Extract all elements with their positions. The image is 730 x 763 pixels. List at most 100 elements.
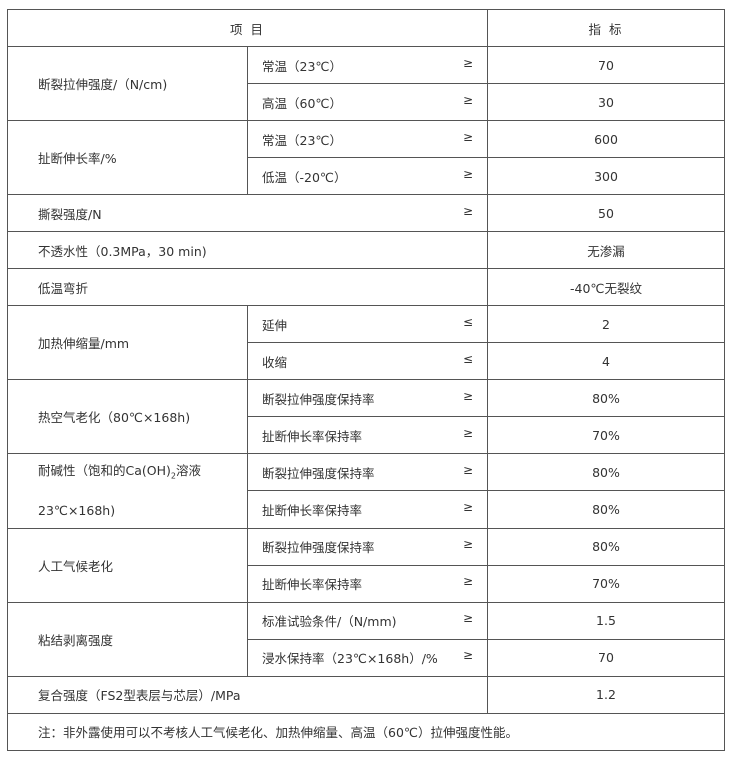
- table-row: 扯断伸长率保持率 ≥70%: [8, 564, 725, 603]
- sub-item-label: 标准试验条件/（N/mm): [262, 614, 397, 629]
- item-name: 耐碱性（饱和的Ca(OH)2溶液 23℃×168h): [7, 453, 248, 529]
- table-row: 低温弯折 -40℃无裂纹: [7, 268, 725, 306]
- sub-item: 常温（23℃） ≥: [247, 120, 488, 158]
- value: 70%: [487, 564, 725, 603]
- table-row: 加热伸缩量/mm 延伸 ≤2: [7, 305, 725, 380]
- sub-item: 低温（-20℃） ≥: [247, 157, 488, 195]
- table-row: 扯断伸长率/% 常温（23℃） ≥600: [7, 120, 725, 195]
- sub-item-label: 扯断伸长率保持率: [262, 428, 363, 444]
- item-name-label: 不透水性（0.3MPa，30 min): [38, 243, 207, 259]
- operator: ≥: [462, 55, 473, 70]
- sub-item-label: 浸水保持率（23℃×168h）/%: [262, 651, 438, 666]
- operator: ≥: [462, 388, 473, 403]
- value: 30: [487, 83, 725, 121]
- sub-item-label: 扯断伸长率保持率: [262, 502, 363, 518]
- header-row: 项 目 指 标: [7, 9, 725, 47]
- sub-item-label: 常温（23℃）: [262, 58, 342, 74]
- sub-item: 标准试验条件/（N/mm) ≥: [247, 601, 488, 640]
- item-name-label: 复合强度（FS2型表层与芯层）/MPa: [38, 688, 241, 703]
- item-name: 低温弯折: [7, 268, 488, 306]
- item-name-label: 低温弯折: [38, 280, 89, 296]
- table-row: 扯断伸长率保持率 ≥80%: [8, 490, 725, 529]
- item-name-part: 溶液: [175, 463, 201, 478]
- value: -40℃无裂纹: [487, 268, 725, 306]
- sub-item: 断裂拉伸强度保持率 ≥: [247, 379, 488, 417]
- table-row: 热空气老化（80℃×168h) 断裂拉伸强度保持率 ≥80%: [7, 379, 725, 454]
- item-name-part: 23℃×168h): [38, 502, 116, 518]
- table-row: 耐碱性（饱和的Ca(OH)2溶液 23℃×168h) 断裂拉伸强度保持率 ≥80%: [7, 452, 725, 529]
- value: 80%: [487, 379, 725, 417]
- sub-item: 断裂拉伸强度保持率 ≥: [247, 452, 488, 492]
- item-name-label: 撕裂强度/N: [38, 206, 102, 222]
- sub-item-label: 常温（23℃）: [262, 132, 342, 148]
- table-row: 复合强度（FS2型表层与芯层）/MPa 1.2: [7, 675, 725, 714]
- item-name: 断裂拉伸强度/（N/cm): [7, 46, 248, 121]
- value: 600: [487, 120, 725, 158]
- value: 80%: [487, 452, 725, 492]
- operator: ≥: [462, 166, 473, 181]
- table-row: 断裂拉伸强度/（N/cm) 常温（23℃） ≥70: [7, 46, 725, 121]
- item-name-part: 耐碱性（饱和的Ca(OH): [38, 463, 171, 478]
- table-row: 高温（60℃） ≥30: [8, 83, 725, 121]
- table-row: 扯断伸长率保持率 ≥70%: [8, 416, 725, 454]
- table-row: 收缩 ≤4: [8, 342, 725, 380]
- value: 1.5: [487, 601, 725, 640]
- table-row: 浸水保持率（23℃×168h）/% ≥70: [8, 638, 725, 677]
- sub-item-label: 断裂拉伸强度保持率: [262, 391, 375, 407]
- item-name: 复合强度（FS2型表层与芯层）/MPa: [7, 675, 488, 714]
- sub-item-label: 扯断伸长率保持率: [262, 577, 363, 592]
- item-name: 不透水性（0.3MPa，30 min): [7, 231, 488, 269]
- value: 2: [487, 305, 725, 343]
- item-name: 热空气老化（80℃×168h): [7, 379, 248, 454]
- sub-item: 扯断伸长率保持率 ≥: [247, 416, 488, 454]
- value: 80%: [487, 490, 725, 529]
- value: 70: [487, 46, 725, 84]
- operator: ≤: [462, 314, 473, 329]
- sub-item-label: 收缩: [262, 354, 288, 370]
- sub-item: 收缩 ≤: [247, 342, 488, 380]
- subscript: 2: [170, 471, 176, 481]
- table-row: 不透水性（0.3MPa，30 min) 无渗漏: [7, 231, 725, 269]
- operator: ≥: [462, 129, 473, 144]
- note-row: 注：非外露使用可以不考核人工气候老化、加热伸缩量、高温（60℃）拉伸强度性能。: [7, 712, 725, 751]
- sub-item-label: 低温（-20℃）: [262, 169, 347, 185]
- sub-item: 延伸 ≤: [247, 305, 488, 343]
- value: 80%: [487, 527, 725, 566]
- operator: ≥: [462, 203, 473, 218]
- sub-item-label: 高温（60℃）: [262, 95, 342, 111]
- item-name: 人工气候老化: [7, 527, 248, 603]
- sub-item: 高温（60℃） ≥: [247, 83, 488, 121]
- value: 50: [487, 194, 725, 232]
- sub-item: 扯断伸长率保持率 ≥: [247, 564, 488, 603]
- value: 4: [487, 342, 725, 380]
- item-name: 加热伸缩量/mm: [7, 305, 248, 380]
- operator: ≥: [462, 574, 473, 588]
- value: 70: [487, 638, 725, 677]
- note: 注：非外露使用可以不考核人工气候老化、加热伸缩量、高温（60℃）拉伸强度性能。: [7, 712, 725, 751]
- value: 无渗漏: [487, 231, 725, 269]
- operator: ≥: [462, 92, 473, 107]
- table-row: 人工气候老化 断裂拉伸强度保持率 ≥80%: [7, 527, 725, 603]
- table-row: 粘结剥离强度 标准试验条件/（N/mm) ≥1.5: [7, 601, 725, 677]
- sub-item: 常温（23℃） ≥: [247, 46, 488, 84]
- operator: ≤: [462, 351, 473, 366]
- operator: ≥: [462, 462, 473, 477]
- sub-item-label: 断裂拉伸强度保持率: [262, 465, 375, 481]
- sub-item-label: 延伸: [262, 317, 288, 333]
- item-name: 粘结剥离强度: [7, 601, 248, 677]
- operator: ≥: [462, 425, 473, 440]
- spec-table: 项 目 指 标 断裂拉伸强度/（N/cm) 常温（23℃） ≥70 高温（60℃） ≥3…: [7, 9, 725, 751]
- sub-item-label: 断裂拉伸强度保持率: [262, 540, 375, 555]
- sub-item: 扯断伸长率保持率 ≥: [247, 490, 488, 529]
- sub-item: 断裂拉伸强度保持率 ≥: [247, 527, 488, 566]
- sub-item: 浸水保持率（23℃×168h）/% ≥: [247, 638, 488, 677]
- header-item: 项 目: [7, 9, 488, 47]
- value: 300: [487, 157, 725, 195]
- operator: ≥: [462, 537, 473, 551]
- value: 70%: [487, 416, 725, 454]
- header-index: 指 标: [487, 9, 725, 47]
- item-name: 撕裂强度/N ≥: [7, 194, 488, 232]
- operator: ≥: [462, 611, 473, 625]
- table-row: 撕裂强度/N ≥50: [7, 194, 725, 232]
- value: 1.2: [487, 675, 725, 714]
